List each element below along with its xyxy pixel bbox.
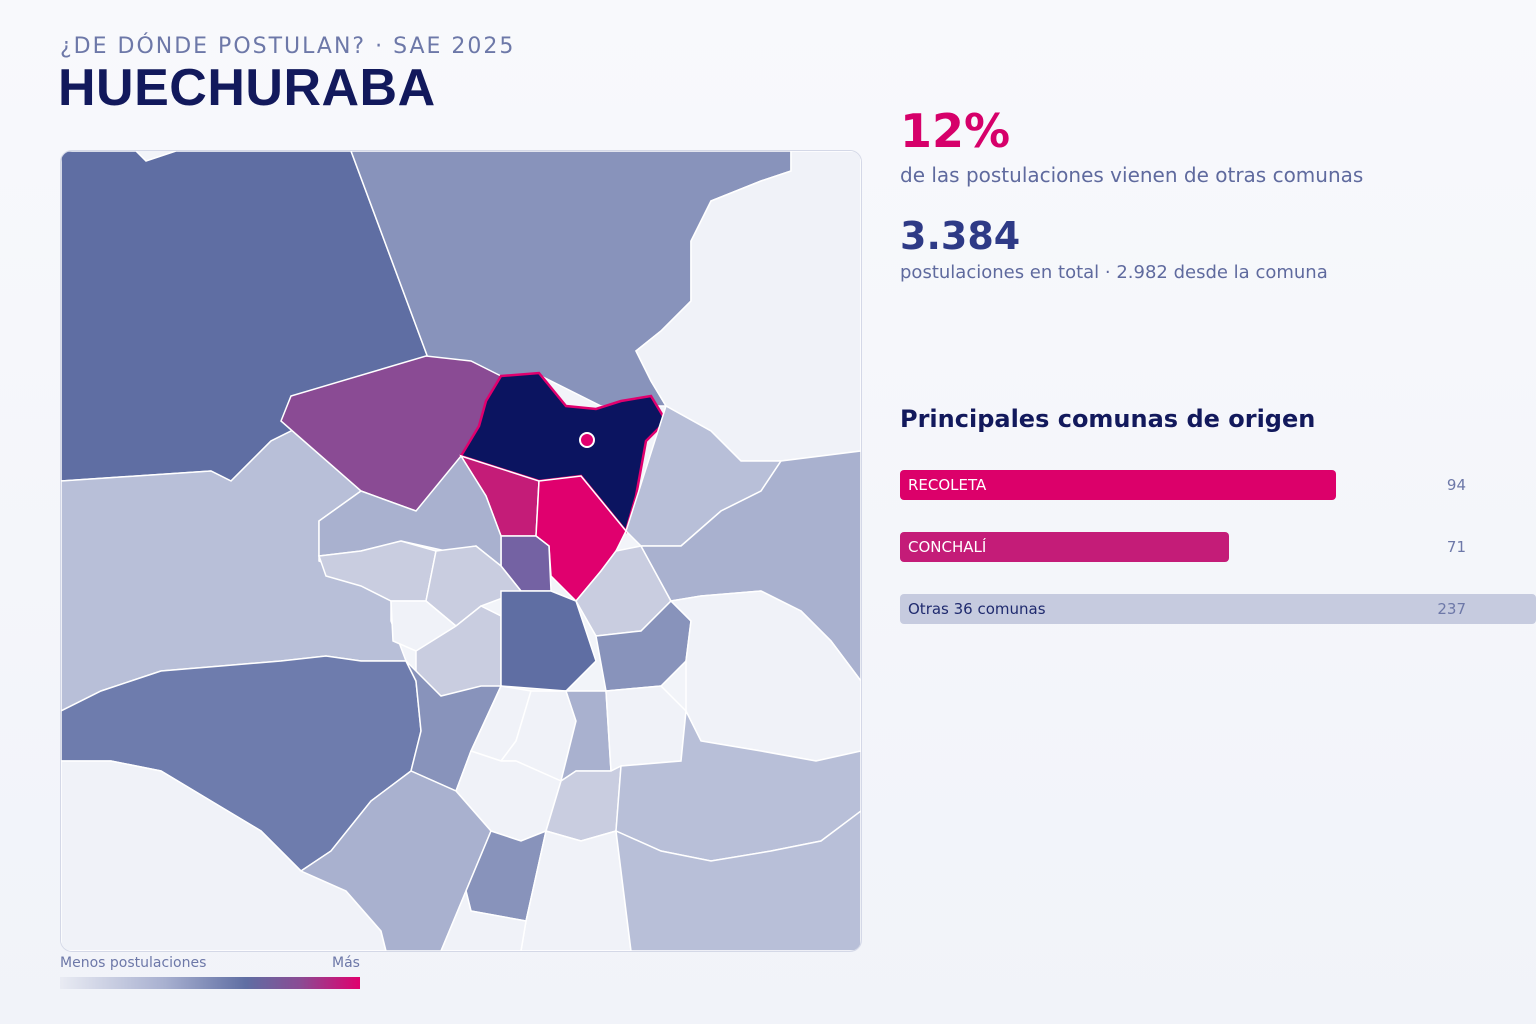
commune-selected-huechuraba[interactable] — [459, 371, 668, 534]
legend-max-label: Más — [332, 955, 360, 971]
selected-commune-marker — [579, 432, 595, 448]
page-title: HUECHURABA — [58, 59, 436, 117]
map-svg — [61, 151, 861, 951]
origin-bar-label: RECOLETA — [908, 476, 987, 494]
origin-bar-row[interactable]: RECOLETA 94 — [900, 470, 1536, 500]
origin-bar-label: Otras 36 comunas — [908, 600, 1046, 618]
commune-macul[interactable] — [605, 685, 687, 773]
origin-bar-value: 71 — [1446, 538, 1466, 556]
origin-bar — [900, 470, 1336, 500]
origin-bar — [900, 594, 1536, 624]
origin-bar — [900, 532, 1229, 562]
commune-south-outside[interactable] — [440, 888, 527, 951]
origin-bar-label: CONCHALÍ — [908, 538, 987, 556]
origin-bar-row[interactable]: CONCHALÍ 71 — [900, 532, 1536, 562]
legend-min-label: Menos postulaciones — [60, 955, 207, 971]
total-applications-label: postulaciones en total · 2.982 desde la … — [900, 262, 1328, 283]
origin-bar-row[interactable]: Otras 36 comunas 237 — [900, 594, 1536, 624]
commune-santiago[interactable] — [500, 590, 597, 692]
external-percentage-label: de las postulaciones vienen de otras com… — [900, 163, 1364, 187]
origin-bar-value: 94 — [1446, 476, 1466, 494]
choropleth-map — [60, 150, 862, 952]
origins-title: Principales comunas de origen — [900, 405, 1316, 433]
external-percentage: 12% — [900, 104, 1011, 158]
legend-gradient — [60, 977, 360, 989]
commune-puente-alto[interactable] — [615, 810, 861, 951]
origin-bar-value: 237 — [1437, 600, 1466, 618]
total-applications: 3.384 — [900, 214, 1021, 258]
header-kicker: ¿DE DÓNDE POSTULAN? · SAE 2025 — [60, 34, 516, 59]
